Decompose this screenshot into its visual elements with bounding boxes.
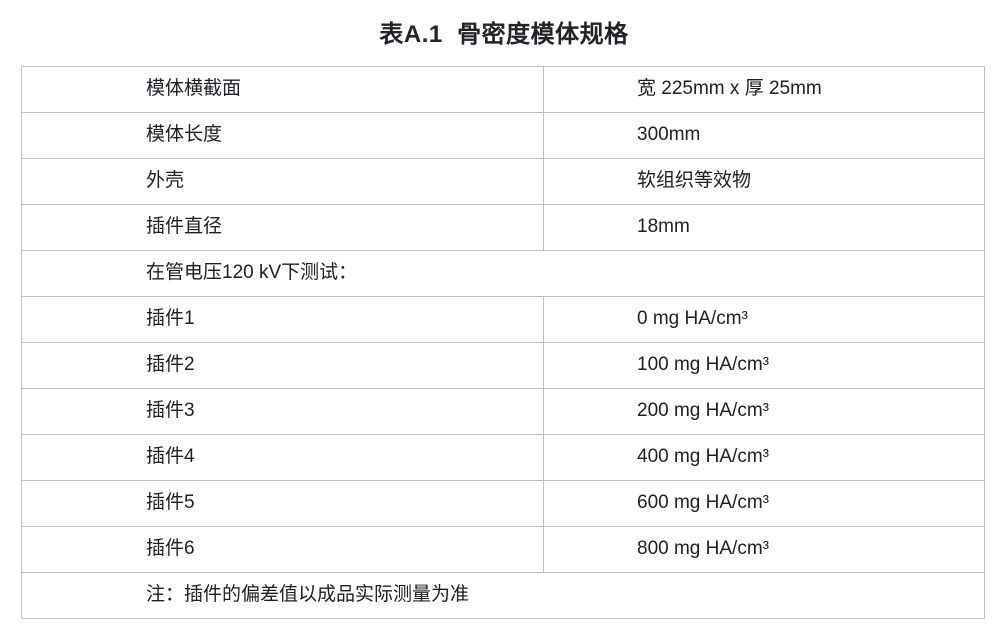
table-body: 模体横截面 宽 225mm x 厚 25mm 模体长度 300mm 外壳 软组织等效物插件… [21, 66, 985, 619]
table-label-cell: 插件1 [21, 296, 544, 343]
page-title: 表A.1 骨密度模体规格 [379, 21, 629, 48]
table-value-text: 宽 225mm x 厚 25mm [637, 78, 822, 100]
table-value-cell: 软组织等效物 [543, 158, 985, 205]
table-row: 在管电压120 kV下测试： [21, 250, 985, 297]
bone-density-phantom-spec-table: 模体横截面 宽 225mm x 厚 25mm 模体长度 300mm 外壳 软组织等效物插件… [21, 66, 985, 619]
table-row: 插件直径 18mm [21, 204, 985, 251]
table-label-cell: 插件2 [21, 342, 544, 389]
table-row: 插件6 800 mg HA/cm³ [21, 526, 985, 573]
table-label-cell: 插件3 [21, 388, 544, 435]
table-value-cell: 300mm [543, 112, 985, 159]
table-value-text: 0 mg HA/cm³ [637, 308, 748, 330]
table-value-cell: 600 mg HA/cm³ [543, 480, 985, 527]
table-row: 插件3 200 mg HA/cm³ [21, 388, 985, 435]
table-row: 插件2 100 mg HA/cm³ [21, 342, 985, 389]
table-value-text: 800 mg HA/cm³ [637, 538, 769, 560]
table-label-cell: 插件直径 [21, 204, 544, 251]
table-value-cell: 100 mg HA/cm³ [543, 342, 985, 389]
table-footnote-cell: 注：插件的偏差值以成品实际测量为准 [21, 572, 985, 619]
table-value-text: 600 mg HA/cm³ [637, 492, 769, 514]
table-row: 插件1 0 mg HA/cm³ [21, 296, 985, 343]
table-value-cell: 0 mg HA/cm³ [543, 296, 985, 343]
table-label-cell: 插件6 [21, 526, 544, 573]
table-row: 模体长度 300mm [21, 112, 985, 159]
table-label-cell: 插件5 [21, 480, 544, 527]
table-row: 注：插件的偏差值以成品实际测量为准 [21, 572, 985, 619]
table-label-cell: 插件4 [21, 434, 544, 481]
table-section-header-cell: 在管电压120 kV下测试： [21, 250, 985, 297]
table-value-cell: 宽 225mm x 厚 25mm [543, 66, 985, 113]
table-row: 模体横截面 宽 225mm x 厚 25mm [21, 66, 985, 113]
table-row: 外壳 软组织等效物 [21, 158, 985, 205]
table-value-text: 300mm [637, 124, 701, 146]
table-label-cell: 模体长度 [21, 112, 544, 159]
table-value-text: 200 mg HA/cm³ [637, 400, 769, 422]
table-value-cell: 400 mg HA/cm³ [543, 434, 985, 481]
table-value-text: 400 mg HA/cm³ [637, 446, 769, 468]
table-value-text: 18mm [637, 216, 690, 238]
table-value-cell: 18mm [543, 204, 985, 251]
table-value-cell: 800 mg HA/cm³ [543, 526, 985, 573]
table-label-cell: 外壳 [21, 158, 544, 205]
table-value-text: 软组织等效物 [637, 170, 752, 192]
table-row: 插件4 400 mg HA/cm³ [21, 434, 985, 481]
table-label-cell: 模体横截面 [21, 66, 544, 113]
table-row: 插件5 600 mg HA/cm³ [21, 480, 985, 527]
table-value-text: 100 mg HA/cm³ [637, 354, 769, 376]
table-value-cell: 200 mg HA/cm³ [543, 388, 985, 435]
